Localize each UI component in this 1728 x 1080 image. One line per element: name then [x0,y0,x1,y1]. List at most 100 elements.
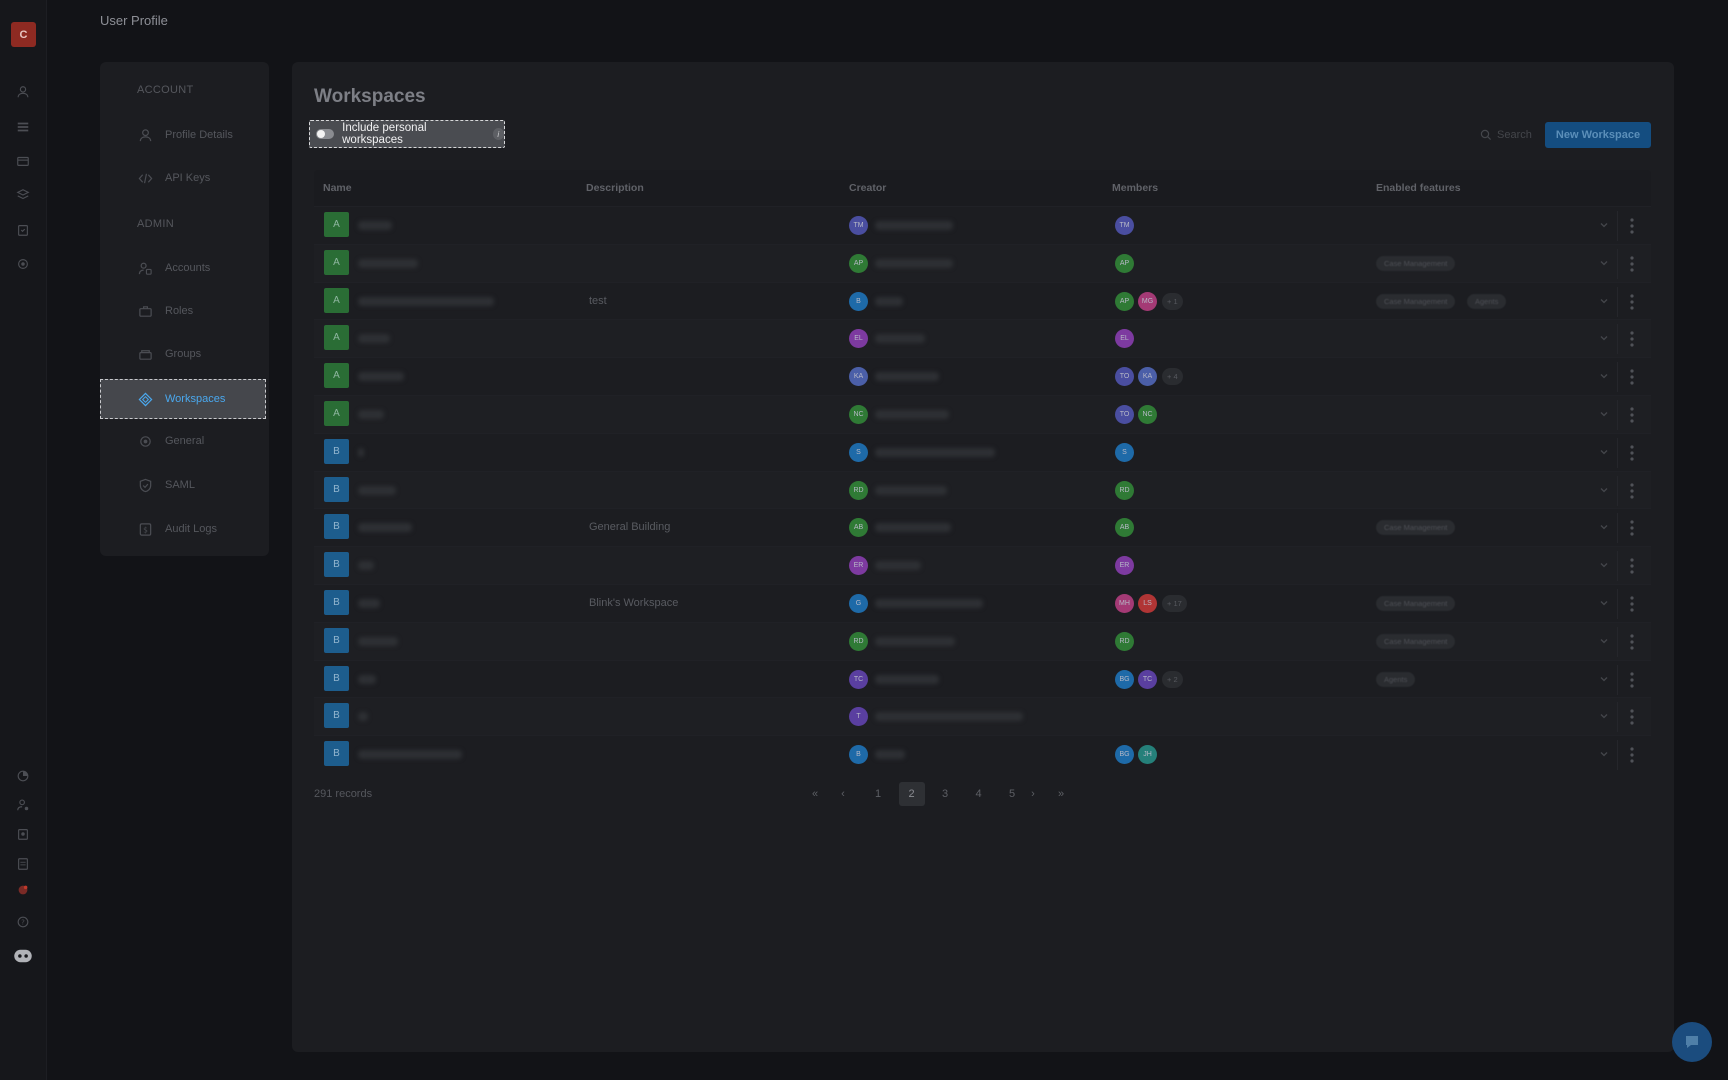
page-3-button[interactable]: 3 [941,788,949,800]
workspace-name[interactable] [358,750,462,760]
workspace-name[interactable] [358,296,494,306]
more-options-icon[interactable] [1629,292,1635,312]
members-more-badge[interactable]: + 17 [1162,595,1187,612]
more-options-icon[interactable] [1629,594,1635,614]
more-options-icon[interactable] [1629,707,1635,727]
rail-user-gear-button[interactable] [15,797,31,813]
more-options-icon[interactable] [1629,443,1635,463]
member-avatar[interactable]: TM [1115,216,1134,235]
last-page-icon[interactable]: » [1057,788,1065,800]
workspace-name[interactable] [358,485,396,495]
workspace-name[interactable] [358,636,398,646]
more-options-icon[interactable] [1629,670,1635,690]
column-header-members[interactable]: Members [1112,182,1159,194]
more-options-icon[interactable] [1629,367,1635,387]
chevron-down-icon[interactable] [1599,636,1609,646]
nav-item-accounts[interactable]: Accounts [100,248,269,288]
member-avatar[interactable]: TC [1138,669,1157,689]
members-more-badge[interactable]: + 4 [1162,368,1183,386]
workspace-name[interactable] [358,410,384,419]
rail-help-button[interactable]: ? [15,914,31,930]
member-avatar[interactable]: BG [1115,745,1134,765]
member-avatar[interactable]: LS [1138,594,1157,613]
page-1-button[interactable]: 1 [874,788,882,800]
workspace-name[interactable] [358,523,412,533]
nav-item-workspaces[interactable]: Workspaces [100,379,266,419]
workspace-name[interactable] [358,221,392,230]
page-2-button[interactable]: 2 [898,782,925,806]
member-avatar[interactable]: NC [1138,405,1157,424]
member-avatar[interactable]: KA [1138,367,1157,387]
member-avatar[interactable]: AP [1115,253,1134,273]
table-row[interactable]: B B BG JH [314,735,1651,773]
chat-button[interactable] [1672,1022,1712,1062]
new-workspace-button[interactable]: New Workspace [1545,122,1651,148]
member-avatar[interactable]: TO [1115,367,1134,387]
rail-clipboard-button[interactable] [15,222,31,238]
chevron-down-icon[interactable] [1599,333,1609,343]
rail-folder-button[interactable] [15,153,31,169]
workspace-name[interactable] [358,712,368,722]
member-avatar[interactable]: S [1115,442,1134,462]
rail-document-button[interactable] [15,856,31,872]
nav-item-api-keys[interactable]: API Keys [100,158,269,198]
rail-person-button[interactable] [15,84,31,100]
chevron-down-icon[interactable] [1599,560,1609,570]
prev-page-icon[interactable]: ‹ [841,788,845,800]
more-options-icon[interactable] [1629,405,1635,425]
rail-list-button[interactable] [15,119,31,135]
chevron-down-icon[interactable] [1599,749,1609,759]
table-row[interactable]: B RD RD [314,470,1651,509]
workspace-name[interactable] [358,334,390,344]
column-header-creator[interactable]: Creator [849,182,887,194]
rail-notification-button[interactable] [15,882,31,898]
member-avatar[interactable]: EL [1115,329,1134,349]
workspace-name[interactable] [358,447,364,457]
more-options-icon[interactable] [1629,481,1635,501]
table-row[interactable]: B TC BG TC + 2 Agents [314,659,1651,698]
member-avatar[interactable]: TO [1115,405,1134,424]
next-page-icon[interactable]: › [1031,788,1035,800]
nav-item-saml[interactable]: SAML [100,465,269,505]
rail-assistant-button[interactable] [11,946,35,966]
workspace-name[interactable] [358,258,418,268]
nav-item-general[interactable]: General [100,421,269,461]
workspace-name[interactable] [358,561,374,571]
table-row[interactable]: A TM TM [314,206,1651,244]
member-avatar[interactable]: RD [1115,480,1134,500]
member-avatar[interactable]: AP [1115,291,1134,311]
chevron-down-icon[interactable] [1599,447,1609,457]
member-avatar[interactable]: BG [1115,669,1134,689]
chevron-down-icon[interactable] [1599,711,1609,721]
table-row[interactable]: B Blink's Workspace G MH LS + 17 Case Manageme… [314,584,1651,622]
member-avatar[interactable]: RD [1115,631,1134,651]
member-avatar[interactable]: ER [1115,556,1134,576]
rail-pie-chart-button[interactable] [15,768,31,784]
column-header-features[interactable]: Enabled features [1376,182,1461,194]
more-options-icon[interactable] [1629,518,1635,538]
more-options-icon[interactable] [1629,556,1635,576]
nav-item-groups[interactable]: Groups [100,334,269,374]
app-logo[interactable]: C [11,22,36,47]
chevron-down-icon[interactable] [1599,371,1609,381]
table-row[interactable]: A NC TO NC [314,395,1651,433]
chevron-down-icon[interactable] [1599,522,1609,532]
chevron-down-icon[interactable] [1599,220,1609,230]
chevron-down-icon[interactable] [1599,598,1609,608]
chevron-down-icon[interactable] [1599,258,1609,268]
chevron-down-icon[interactable] [1599,409,1609,419]
page-4-button[interactable]: 4 [975,788,982,800]
chevron-down-icon[interactable] [1599,296,1609,306]
workspace-name[interactable] [358,674,376,684]
search-input[interactable]: Search [1480,126,1532,144]
table-row[interactable]: B General Building AB AB Case Management [314,508,1651,547]
personal-workspaces-toggle[interactable]: Include personal workspaces i [309,120,505,148]
workspace-name[interactable] [358,372,404,382]
members-more-badge[interactable]: + 2 [1162,670,1183,688]
nav-item-profile-details[interactable]: Profile Details [100,115,269,155]
rail-layers-button[interactable] [15,187,31,203]
table-row[interactable]: A KA TO KA + 4 [314,357,1651,395]
